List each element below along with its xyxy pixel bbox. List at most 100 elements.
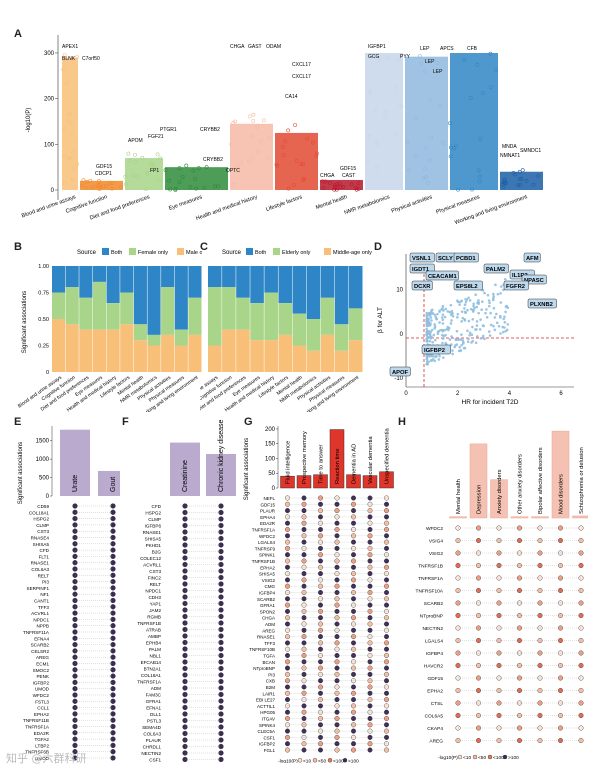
stacked-bar-segment <box>79 329 93 372</box>
a-band <box>80 180 123 190</box>
panel-d-scatter: 0 2 4 6 -10 0 10 VSNL1 SCLY PCBD1 AFM IGDT1 PALM2 IL… <box>377 252 574 406</box>
dot-legend-label: >100 <box>508 755 519 761</box>
stacked-bar-segment <box>52 266 66 293</box>
gene-label: GFRA1 <box>260 603 276 608</box>
a-dot <box>261 118 266 123</box>
d-point <box>481 334 485 338</box>
a-dot <box>119 184 123 189</box>
b-ytick: 0.75 <box>38 291 49 297</box>
d-point <box>474 293 477 296</box>
a-dot <box>456 187 460 192</box>
a-gene-label: CDCP1 <box>95 171 112 177</box>
a-dot <box>332 187 337 192</box>
dot <box>218 756 224 763</box>
d-point <box>427 317 431 321</box>
gene-label: SERPINF1 <box>27 586 50 591</box>
gene-label: TNFRSF1B <box>418 564 443 570</box>
dot-legend-label: <10 <box>463 755 471 761</box>
a-dot <box>354 187 359 192</box>
a-dot <box>204 165 209 170</box>
a-dot <box>422 69 427 74</box>
d-point <box>442 309 445 312</box>
d-point <box>451 352 454 356</box>
d-point <box>425 362 429 366</box>
gene-label: EPHB4 <box>146 641 162 646</box>
dot <box>334 741 340 747</box>
a-dot <box>448 154 453 159</box>
dot <box>516 575 522 581</box>
gene-label: GDF15 <box>428 676 444 682</box>
d-point <box>426 335 430 339</box>
a-dot <box>81 178 86 183</box>
a-gene-label: APEX1 <box>62 44 78 50</box>
a-gene-label: SMNDC1 <box>520 148 541 154</box>
a-dot <box>107 181 112 186</box>
a-gene-label: CRYBB2 <box>200 127 220 133</box>
a-ytick: 300 <box>44 51 55 57</box>
a-dot <box>314 154 319 159</box>
d-point <box>475 320 479 323</box>
panel-g-bar-dot: 0 50 100 150 200 Significant associations Flui… <box>244 426 394 763</box>
a-dot <box>249 134 254 139</box>
d-point <box>463 303 467 307</box>
a-dot <box>83 185 88 190</box>
a-dot <box>337 181 342 186</box>
gene-label: FAM3C <box>146 693 162 698</box>
d-point <box>436 330 440 334</box>
dot <box>218 613 224 620</box>
d-point <box>429 316 433 319</box>
dot <box>334 709 340 715</box>
d-point <box>440 316 444 319</box>
dot <box>110 635 116 641</box>
bar <box>329 429 345 489</box>
dot <box>218 561 224 568</box>
a-dot <box>64 81 69 85</box>
a-dot <box>236 164 240 169</box>
d-point <box>474 341 478 345</box>
dot <box>334 608 340 614</box>
a-dot <box>419 61 424 66</box>
stacked-bar-segment <box>174 266 188 330</box>
bar <box>572 515 588 519</box>
d-point <box>489 311 492 315</box>
b-ytick: 0 <box>46 370 49 376</box>
gene-label: AMBP <box>148 634 161 639</box>
gene-label: BCAN <box>262 660 275 665</box>
gene-label: EFNA1 <box>146 706 161 711</box>
panel-letter-d: D <box>374 241 382 253</box>
a-dot <box>62 127 66 132</box>
gene-label: RNASE1 <box>31 561 50 566</box>
bar-label: Other anxiety disorders <box>518 454 524 514</box>
panel-letter-a: A <box>14 28 22 40</box>
a-gene-label: GDF15 <box>340 166 356 172</box>
d-point <box>484 311 487 315</box>
a-dot <box>323 179 328 184</box>
d-point <box>471 308 475 312</box>
a-dot <box>422 166 427 171</box>
a-dot <box>488 51 493 56</box>
d-point <box>450 309 454 313</box>
stacked-bar-segment <box>222 266 236 288</box>
a-gene-label: MNDA <box>502 144 517 150</box>
d-point <box>492 295 496 298</box>
gene-label: NPPB <box>36 624 49 629</box>
dot <box>334 665 340 671</box>
a-gene-label: FGF21 <box>148 134 164 140</box>
d-point <box>448 338 452 341</box>
d-point <box>493 316 497 319</box>
d-point <box>427 313 431 316</box>
d-xtick: 2 <box>456 391 460 397</box>
dot-legend-label: >100 <box>348 758 359 763</box>
dot <box>334 627 340 633</box>
a-dot <box>67 156 72 161</box>
a-dot <box>258 139 263 144</box>
dot <box>218 581 224 587</box>
dot <box>110 711 116 717</box>
a-dot <box>524 179 529 183</box>
dot <box>218 529 224 535</box>
a-dot <box>301 177 306 182</box>
a-dot <box>84 179 89 184</box>
bar <box>510 516 529 519</box>
gene-label: SEMA4D <box>142 725 162 730</box>
